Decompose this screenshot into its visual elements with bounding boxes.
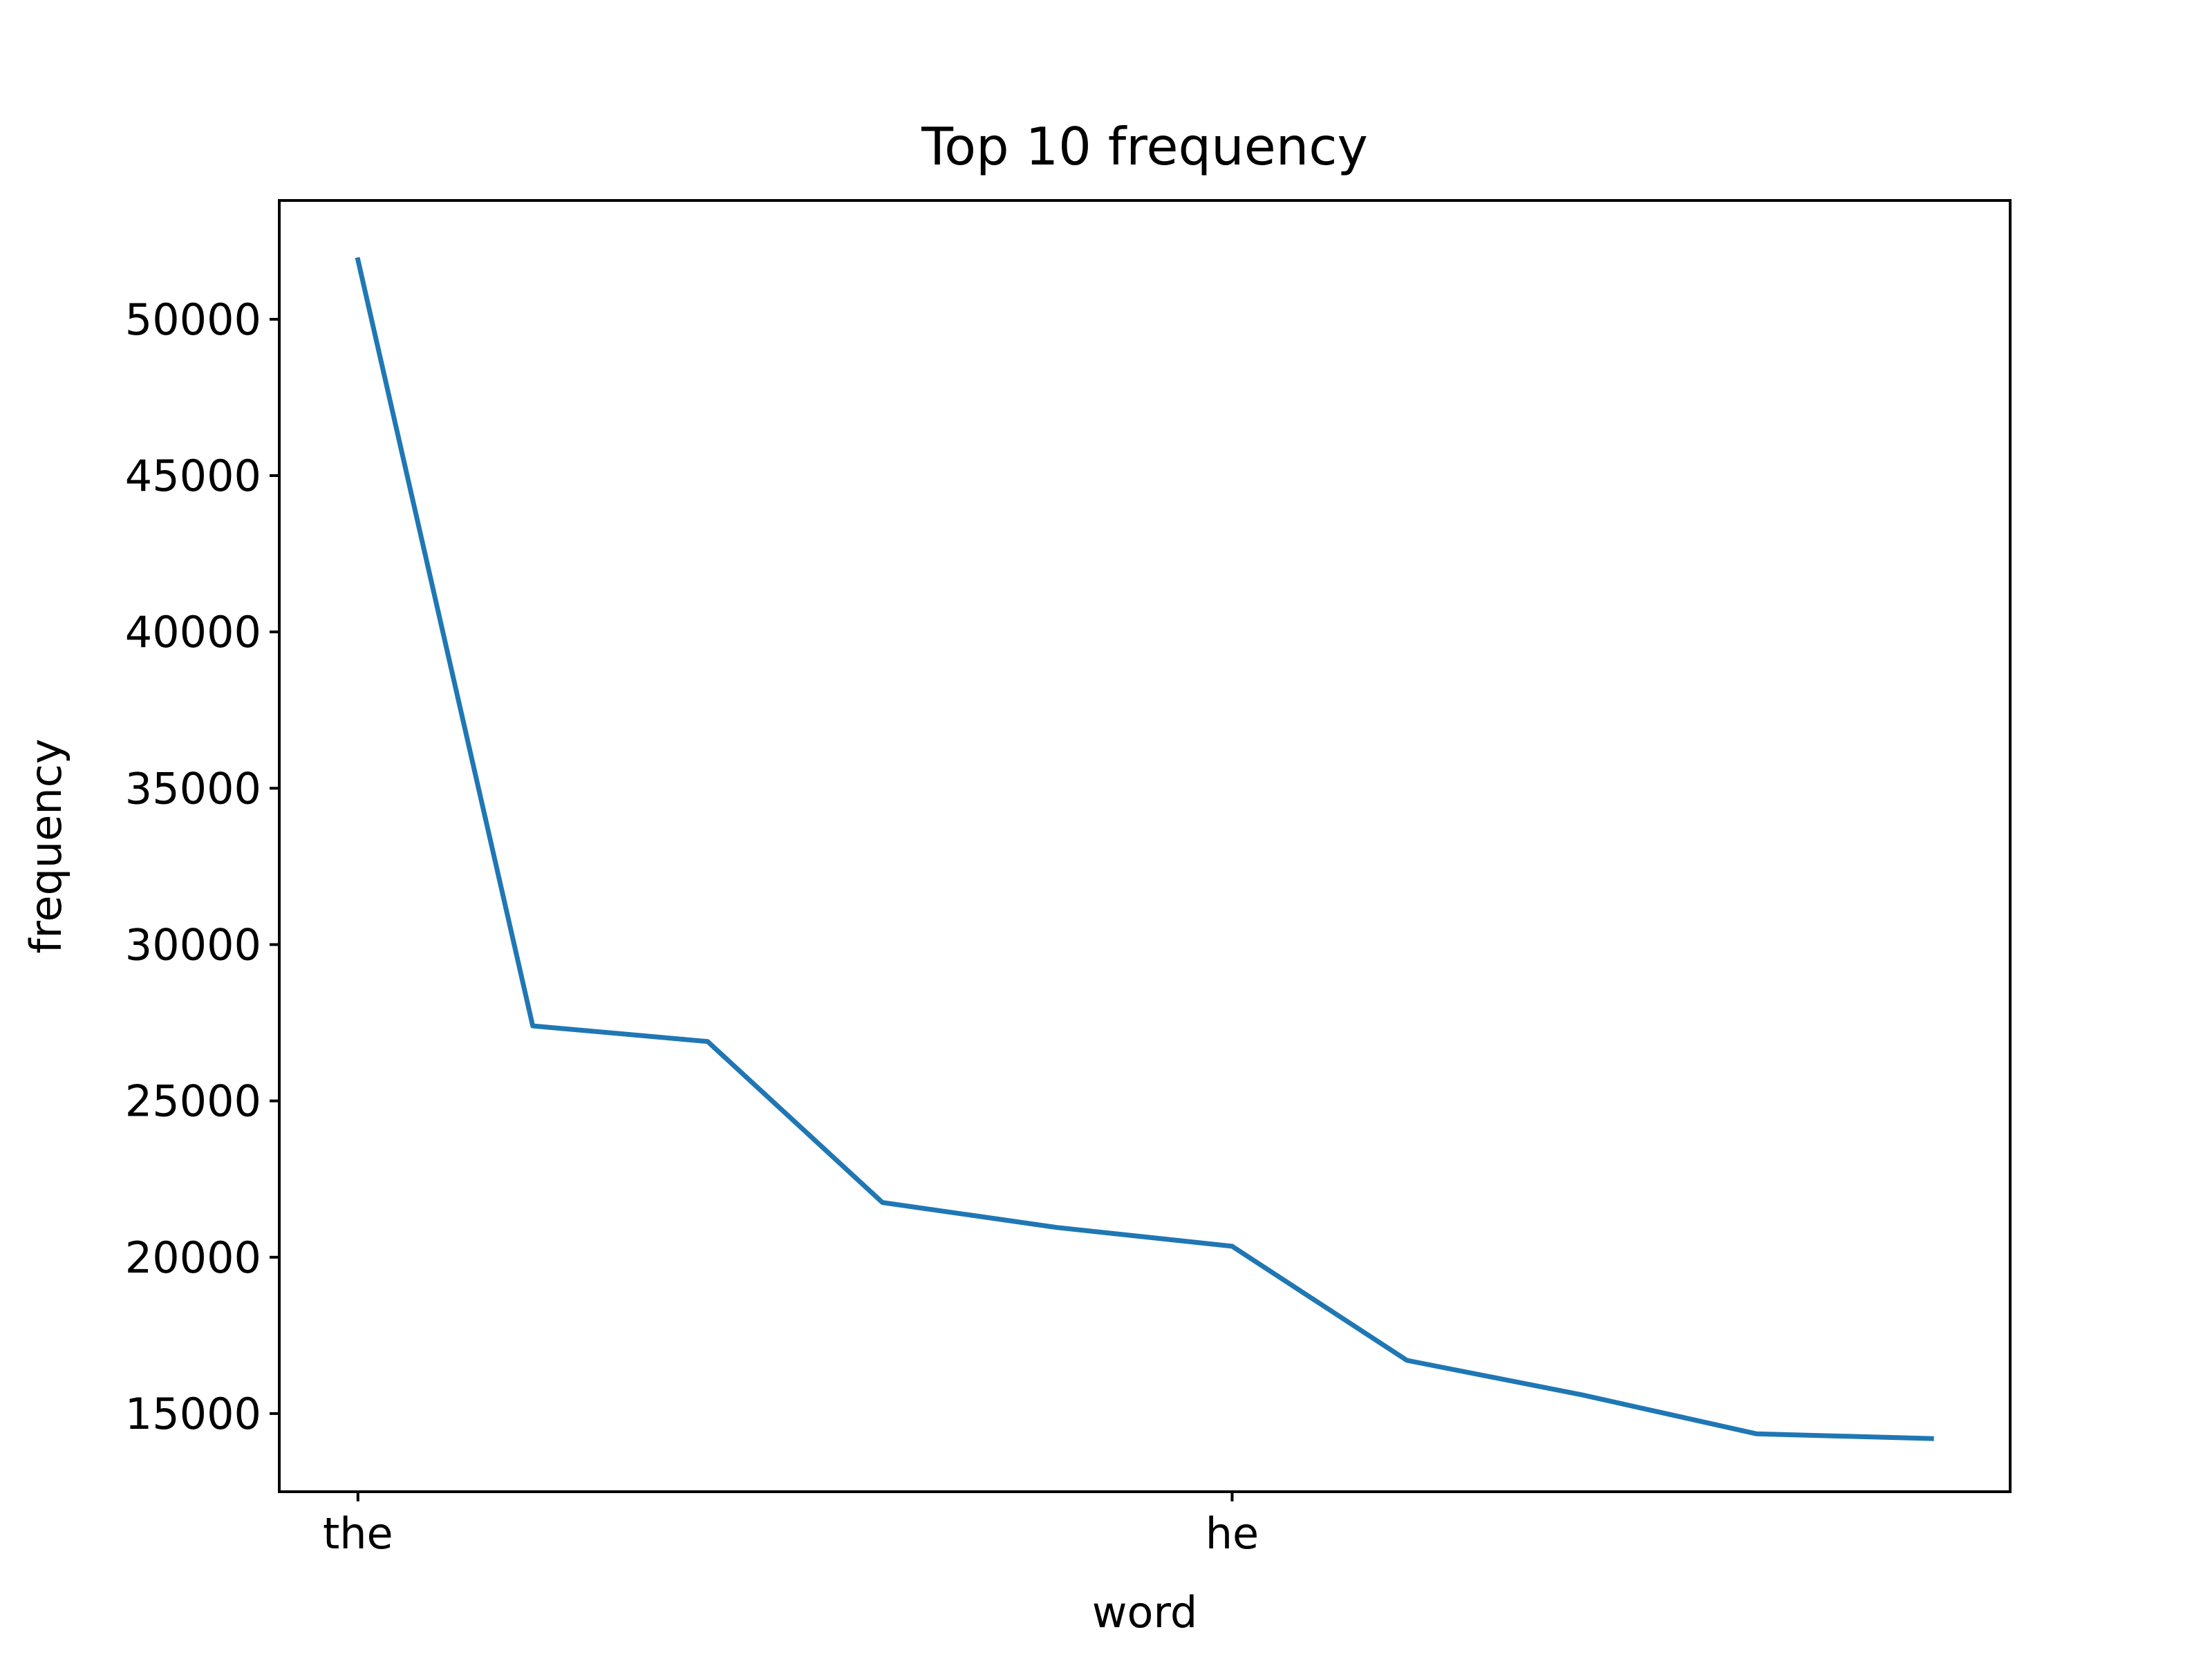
y-tick-label: 20000 — [125, 1232, 261, 1283]
y-tick-label: 40000 — [125, 607, 261, 657]
y-tick-label: 30000 — [125, 919, 261, 970]
series-group — [355, 256, 1934, 1441]
x-tick-label: he — [1206, 1508, 1259, 1559]
chart-title: Top 10 frequency — [921, 116, 1368, 177]
y-tick-label: 50000 — [125, 294, 261, 345]
y-axis: 15000 20000 25000 30000 35000 40000 45000 50000 — [125, 294, 279, 1439]
x-tick-label: the — [323, 1508, 393, 1559]
y-axis-label: frequency — [21, 739, 71, 954]
y-tick-label: 25000 — [125, 1076, 261, 1127]
series-line — [355, 256, 1934, 1441]
x-axis-label: word — [1092, 1587, 1197, 1638]
plot-area: 15000 20000 25000 30000 35000 40000 45000 50000… — [125, 199, 2012, 1559]
plot-frame — [278, 199, 2012, 1493]
x-axis: the he — [323, 1492, 1259, 1559]
y-tick-label: 45000 — [125, 451, 261, 501]
y-tick-label: 15000 — [125, 1389, 261, 1439]
y-tick-label: 35000 — [125, 763, 261, 814]
